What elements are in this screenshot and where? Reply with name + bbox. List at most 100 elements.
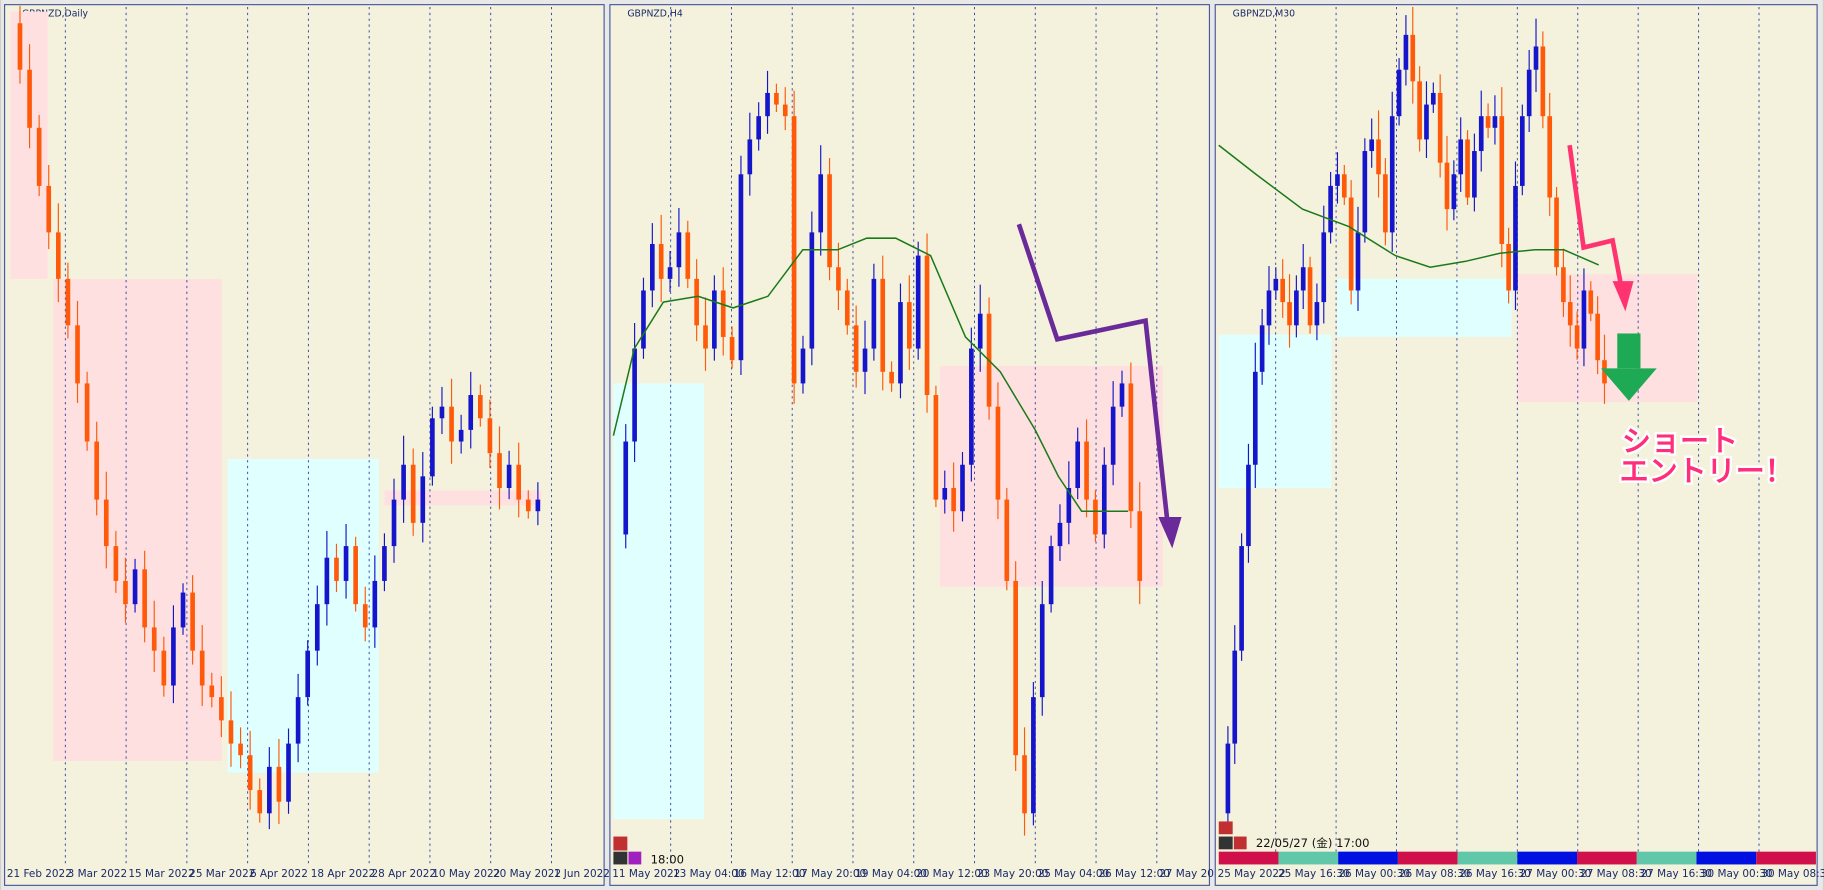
candle-body xyxy=(1101,464,1107,535)
candle-body xyxy=(353,546,358,605)
zone xyxy=(1218,334,1332,488)
x-axis-label: 1 Jun 2022 xyxy=(554,868,610,880)
candle-body xyxy=(933,395,939,500)
session-bar xyxy=(1278,851,1339,865)
candle-body xyxy=(1057,522,1063,547)
candle-body xyxy=(765,92,770,117)
x-axis-label: 23 May 20:00 xyxy=(977,868,1049,880)
candle-body xyxy=(324,557,330,605)
candle-body xyxy=(800,348,806,384)
x-axis-label: 13 May 04:00 xyxy=(673,868,745,880)
time-axis-bg xyxy=(611,865,1209,885)
zone xyxy=(613,383,705,820)
candle-body xyxy=(1287,302,1292,326)
candle-body xyxy=(391,499,397,547)
candle-body xyxy=(898,302,903,384)
x-axis-label: 25 Mar 2022 xyxy=(189,868,255,880)
candle-body xyxy=(1341,174,1347,198)
candle-body xyxy=(703,325,708,349)
candle-body xyxy=(257,790,263,814)
candle-body xyxy=(506,464,512,488)
candle-body xyxy=(1314,302,1320,326)
candle-body xyxy=(1424,104,1429,140)
candle-body xyxy=(862,348,868,372)
candle-body xyxy=(1039,604,1045,698)
candle-body xyxy=(632,348,637,442)
x-axis-label: 26 May 00:30 xyxy=(1338,868,1410,880)
candle-body xyxy=(420,476,426,523)
x-axis-label: 20 May 12:00 xyxy=(916,868,988,880)
candle-body xyxy=(1004,499,1010,581)
candle-body xyxy=(75,325,80,384)
candle-body xyxy=(1519,116,1525,186)
candle-body xyxy=(924,255,930,396)
candle-body xyxy=(818,174,824,233)
x-axis-label: 26 May 08:30 xyxy=(1399,868,1471,880)
candle-body xyxy=(951,487,956,512)
trend-arrow xyxy=(1567,144,1626,297)
x-axis-label: 27 May 00:30 xyxy=(1520,868,1592,880)
candle-body xyxy=(430,418,435,477)
time-axis-bg xyxy=(1216,865,1816,885)
button xyxy=(1218,836,1233,850)
candle-body xyxy=(1451,174,1457,210)
x-axis-label: 25 May 04:00 xyxy=(1038,868,1110,880)
candle-body xyxy=(103,499,109,547)
candle-body xyxy=(123,580,128,605)
candle-body xyxy=(1355,232,1361,291)
annotation: ショート xyxy=(1622,424,1738,458)
session-bar xyxy=(1577,851,1637,865)
candle-body xyxy=(1458,139,1464,175)
candle-body xyxy=(1561,267,1566,303)
candle-body xyxy=(1128,383,1134,512)
candle-body xyxy=(1444,162,1450,210)
candle-body xyxy=(1246,464,1251,547)
candle-body xyxy=(853,325,859,372)
entry-arrow xyxy=(1600,368,1657,401)
candle-body xyxy=(199,650,205,686)
candle-body xyxy=(676,232,682,268)
x-axis-label: 16 May 12:00 xyxy=(734,868,806,880)
moving-average xyxy=(1218,144,1599,269)
candle-body xyxy=(1259,325,1265,372)
candle-body xyxy=(782,104,788,117)
candle-body xyxy=(1499,116,1505,244)
candle-body xyxy=(1013,580,1018,756)
candle-body xyxy=(65,278,71,326)
annotation: エントリー！ xyxy=(1620,454,1794,488)
candle-body xyxy=(1478,116,1484,152)
candle-body xyxy=(1022,755,1027,814)
candle-body xyxy=(362,604,368,628)
candle-body xyxy=(1294,290,1299,326)
candle-body xyxy=(960,464,965,512)
candle-body xyxy=(1581,290,1587,349)
candle-body xyxy=(641,290,646,349)
candle-body xyxy=(1348,197,1354,291)
x-axis-label: 26 May 12:00 xyxy=(1098,868,1170,880)
candle-body xyxy=(1547,116,1553,198)
candle-body xyxy=(889,371,894,384)
candle-body xyxy=(161,650,167,686)
candle-body xyxy=(915,255,921,349)
candle-body xyxy=(694,278,699,326)
candle-body xyxy=(1595,313,1600,361)
candle-body xyxy=(468,395,474,430)
candle-body xyxy=(372,580,378,628)
candle-body xyxy=(1465,139,1470,198)
candle-body xyxy=(650,243,655,291)
candle-body xyxy=(1485,116,1491,128)
candle-body xyxy=(1540,46,1546,117)
candle-body xyxy=(36,127,42,186)
button xyxy=(628,851,642,865)
candle-body xyxy=(1533,46,1539,70)
session-bar xyxy=(1517,851,1578,865)
candle-body xyxy=(180,592,186,628)
zone xyxy=(10,11,48,279)
candle-body xyxy=(1066,487,1072,523)
candle-body xyxy=(1396,69,1402,117)
candle-body xyxy=(516,464,522,500)
candle-body xyxy=(458,429,464,442)
candle-body xyxy=(969,348,974,465)
